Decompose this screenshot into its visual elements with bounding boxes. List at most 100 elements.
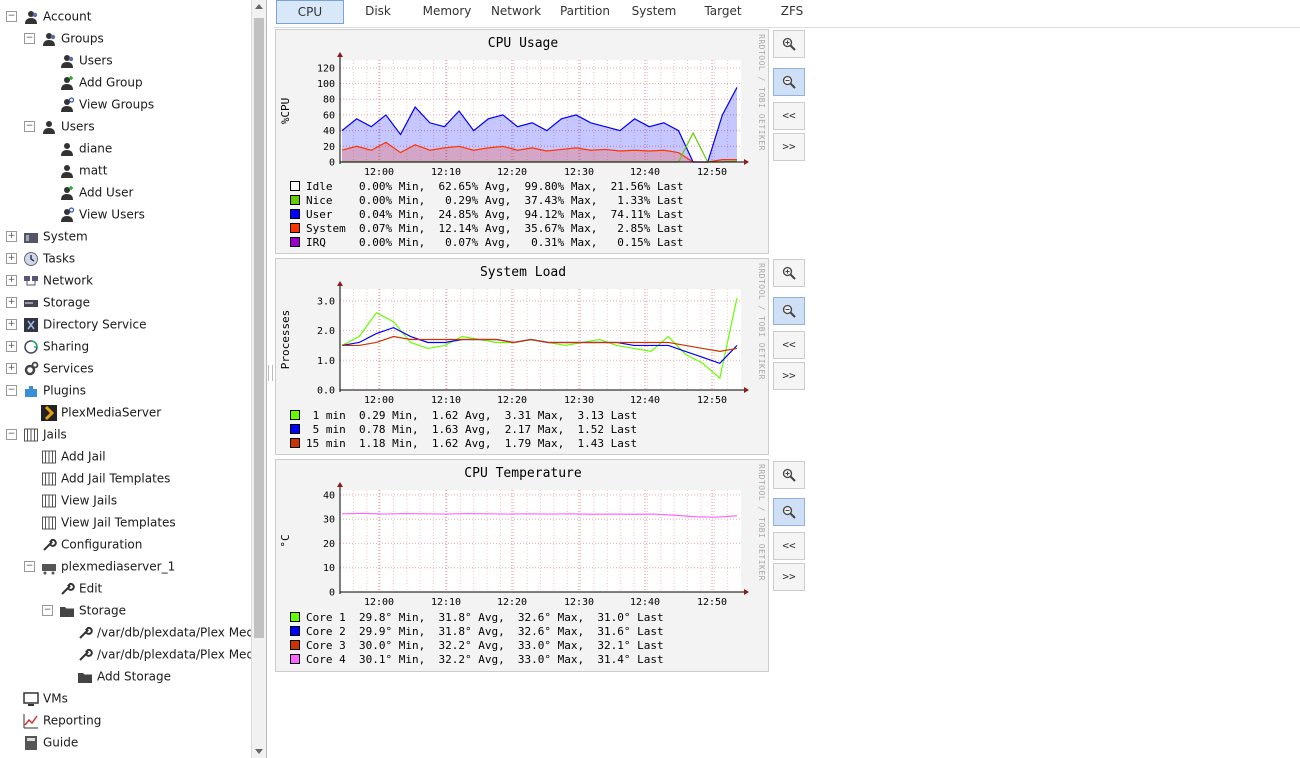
plugins-icon: [23, 383, 39, 399]
legend-stats: 0.07% Min, 12.14% Avg, 35.67% Max, 2.85%…: [345, 222, 684, 235]
expand-icon[interactable]: +: [6, 363, 17, 374]
scroll-back-button[interactable]: <<: [773, 331, 805, 359]
tree-item-vms[interactable]: VMs: [6, 687, 68, 709]
expand-icon[interactable]: +: [6, 319, 17, 330]
zoom-out-button[interactable]: [773, 297, 805, 325]
tree-item-add-user[interactable]: Add User: [42, 181, 133, 203]
tab-system[interactable]: System: [631, 4, 677, 18]
legend-row: Core 4 30.1° Min, 32.2° Avg, 33.0° Max, …: [290, 653, 664, 667]
legend-row: 5 min 0.78 Min, 1.63 Avg, 2.17 Max, 1.52…: [290, 423, 637, 437]
jails-icon: [23, 427, 39, 443]
tree-item-guide[interactable]: Guide: [6, 731, 78, 753]
tree-item-storage[interactable]: + Storage: [6, 291, 90, 313]
tree-item-diane[interactable]: diane: [42, 137, 112, 159]
expand-icon[interactable]: +: [6, 231, 17, 242]
control-label: >>: [782, 570, 796, 583]
scroll-forward-button[interactable]: >>: [773, 133, 805, 161]
tree-item-users[interactable]: Users: [42, 49, 113, 71]
tree-item-view-jails[interactable]: View Jails: [24, 489, 117, 511]
tree-item-add-storage[interactable]: Add Storage: [60, 665, 171, 687]
legend-series-name: Core 4: [306, 653, 346, 666]
tree-item-view-groups[interactable]: View Groups: [42, 93, 154, 115]
tree-item-directory-service[interactable]: + Directory Service: [6, 313, 146, 335]
scroll-down-arrow-icon[interactable]: [255, 749, 263, 754]
tree-item-plexmediaserver[interactable]: PlexMediaServer: [24, 401, 161, 423]
splitter-handle[interactable]: [268, 365, 273, 381]
legend-row: Nice 0.00% Min, 0.29% Avg, 37.43% Max, 1…: [290, 194, 684, 208]
tree-item-reporting[interactable]: Reporting: [6, 709, 101, 731]
tab-partition[interactable]: Partition: [559, 4, 610, 18]
tree-item-groups[interactable]: − Groups: [24, 27, 104, 49]
tree-scrollbar[interactable]: [251, 0, 266, 758]
scroll-back-button[interactable]: <<: [773, 102, 805, 130]
tree-item-services[interactable]: + Services: [6, 357, 94, 379]
legend-stats: 0.78 Min, 1.63 Avg, 2.17 Max, 1.52 Last: [345, 423, 638, 436]
guide-icon: [23, 735, 39, 751]
zoom-out-button[interactable]: [773, 498, 805, 526]
tree-item-label: View Users: [79, 207, 145, 222]
tree-item-label: Guide: [43, 735, 79, 750]
collapse-icon[interactable]: −: [24, 121, 35, 132]
legend-row: 1 min 0.29 Min, 1.62 Avg, 3.31 Max, 3.13…: [290, 409, 637, 423]
tree-item-system[interactable]: + System: [6, 225, 88, 247]
zoom-in-button[interactable]: [773, 30, 805, 58]
collapse-icon[interactable]: −: [24, 561, 35, 572]
y-tick-label: 0: [329, 588, 335, 599]
legend-row: Core 3 30.0° Min, 32.2° Avg, 33.0° Max, …: [290, 639, 664, 653]
tree-item-users[interactable]: − Users: [24, 115, 95, 137]
tree-item-matt[interactable]: matt: [42, 159, 107, 181]
collapse-icon[interactable]: −: [24, 33, 35, 44]
y-tick-label: 0: [329, 158, 335, 169]
expand-icon[interactable]: +: [6, 275, 17, 286]
tab-cpu[interactable]: CPU: [276, 0, 344, 24]
tree-item-label: Plugins: [43, 383, 86, 398]
tab-memory[interactable]: Memory: [422, 4, 472, 18]
tree-item-network[interactable]: + Network: [6, 269, 93, 291]
scroll-back-button[interactable]: <<: [773, 532, 805, 560]
tree-item-storage[interactable]: − Storage: [42, 599, 126, 621]
tree-item-add-group[interactable]: Add Group: [42, 71, 143, 93]
legend-swatch: [290, 438, 300, 448]
tree-item-add-jail[interactable]: Add Jail: [24, 445, 106, 467]
legend-row: User 0.04% Min, 24.85% Avg, 94.12% Max, …: [290, 208, 684, 222]
jail-icon: [41, 493, 57, 509]
tab-target[interactable]: Target: [704, 4, 742, 18]
tree-item-var-db-plexdata-plex-medi[interactable]: /var/db/plexdata/Plex Medi: [60, 643, 257, 665]
expand-icon[interactable]: +: [6, 253, 17, 264]
tree-item-jails[interactable]: − Jails: [6, 423, 67, 445]
tree-item-account[interactable]: − Account: [6, 5, 91, 27]
collapse-icon[interactable]: −: [6, 11, 17, 22]
scrollbar-thumb[interactable]: [254, 18, 264, 638]
tree-item-edit[interactable]: Edit: [42, 577, 102, 599]
zoom-out-button[interactable]: [773, 68, 805, 96]
scroll-forward-button[interactable]: >>: [773, 362, 805, 390]
x-tick-label: 12:30: [564, 167, 594, 178]
tree-item-view-jail-templates[interactable]: View Jail Templates: [24, 511, 176, 533]
y-tick-label: 40: [323, 126, 335, 137]
x-tick-label: 12:20: [497, 597, 527, 608]
collapse-icon[interactable]: −: [6, 429, 17, 440]
collapse-icon[interactable]: −: [6, 385, 17, 396]
tree-item-add-jail-templates[interactable]: Add Jail Templates: [24, 467, 170, 489]
zoom-in-button[interactable]: [773, 461, 805, 489]
zoom-in-button[interactable]: [773, 259, 805, 287]
collapse-icon[interactable]: −: [42, 605, 53, 616]
tree-item-tasks[interactable]: + Tasks: [6, 247, 75, 269]
legend-row: System 0.07% Min, 12.14% Avg, 35.67% Max…: [290, 222, 684, 236]
tree-item-sharing[interactable]: + Sharing: [6, 335, 89, 357]
tab-zfs[interactable]: ZFS: [780, 4, 804, 18]
expand-icon[interactable]: +: [6, 341, 17, 352]
add-group-icon: [59, 75, 75, 91]
storage-icon: [23, 295, 39, 311]
tree-item-plexmediaserver-1[interactable]: − plexmediaserver_1: [24, 555, 175, 577]
tree-item-configuration[interactable]: Configuration: [24, 533, 142, 555]
tab-disk[interactable]: Disk: [365, 4, 391, 18]
x-tick-label: 12:00: [364, 167, 394, 178]
tree-item-view-users[interactable]: View Users: [42, 203, 145, 225]
tree-item-plugins[interactable]: − Plugins: [6, 379, 86, 401]
scroll-forward-button[interactable]: >>: [773, 563, 805, 591]
tree-item-var-db-plexdata-plex-medi[interactable]: /var/db/plexdata/Plex Medi: [60, 621, 257, 643]
tab-network[interactable]: Network: [490, 4, 542, 18]
scroll-up-arrow-icon[interactable]: [255, 4, 263, 9]
expand-icon[interactable]: +: [6, 297, 17, 308]
